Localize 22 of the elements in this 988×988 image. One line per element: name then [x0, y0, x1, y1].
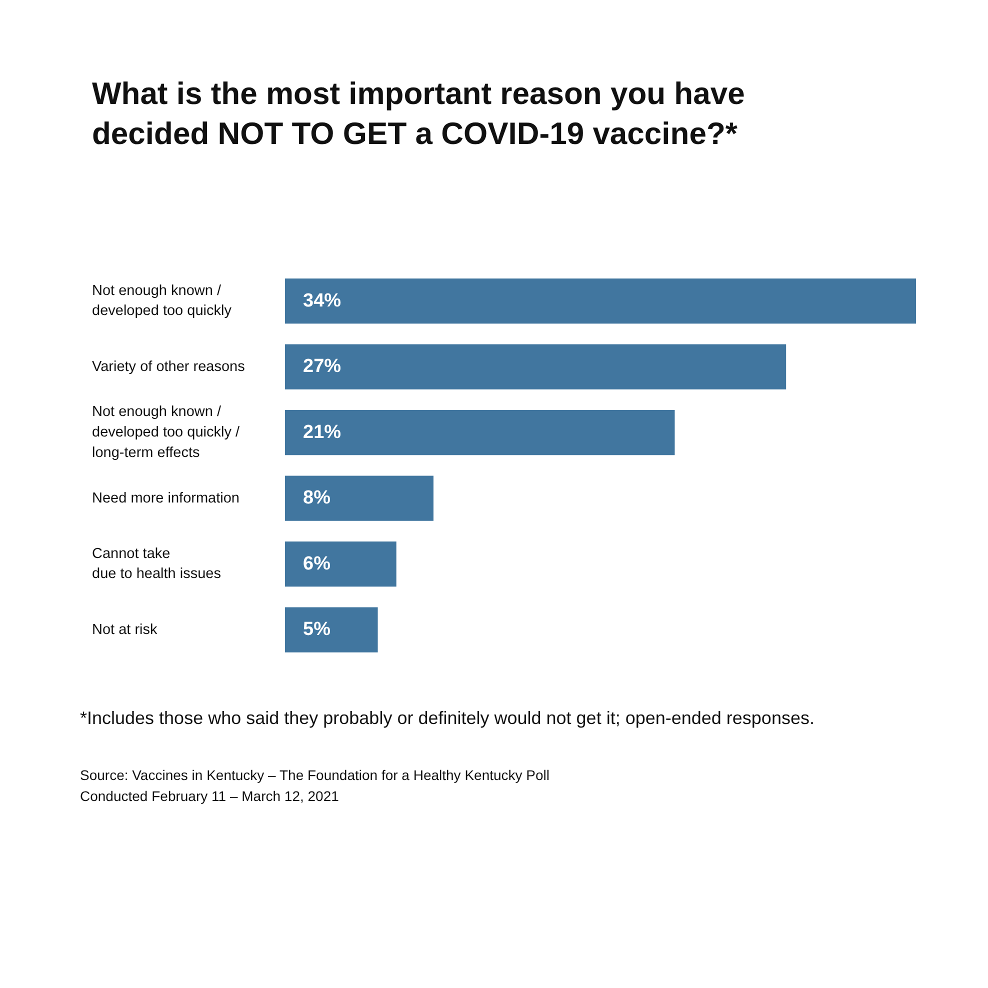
y-tick-label: Not at risk: [92, 622, 158, 638]
bar: [285, 344, 786, 390]
data-label: 5%: [303, 619, 331, 640]
bar: [285, 542, 396, 587]
y-tick-label: Cannot take due to health issues: [92, 546, 221, 582]
data-label: 8%: [303, 488, 331, 509]
data-label: 27%: [303, 356, 342, 378]
data-label: 6%: [303, 553, 331, 574]
y-tick-label: Not enough known / developed too quickly: [92, 282, 232, 320]
text: *Includes those who said they probably or definitely would not get it; open-ended responses.: [80, 708, 814, 729]
bar: [285, 476, 434, 521]
y-tick-label: Need more information: [92, 490, 240, 506]
bar: [285, 410, 675, 456]
y-tick-label: Not enough known / developed too quickly / long-term effects: [92, 404, 240, 461]
y-tick-label: Variety of other reasons: [92, 358, 245, 375]
source-note: Source: Vaccines in Kentucky – The Foundation for a Healthy Kentucky Poll: [80, 767, 550, 783]
data-label: 21%: [303, 422, 342, 443]
chart-title: What is the most important reason you have decided NOT TO GET a COVID-19 vaccine?*: [92, 75, 746, 153]
text: Conducted February 11 – March 12, 2021: [80, 788, 339, 804]
data-label: 34%: [303, 290, 342, 312]
bar: [285, 607, 378, 652]
bar: [285, 278, 916, 324]
